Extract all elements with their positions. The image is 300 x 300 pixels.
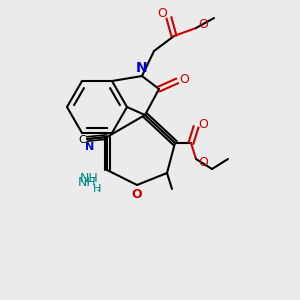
Text: NH: NH bbox=[80, 172, 98, 184]
Text: O: O bbox=[179, 73, 189, 85]
Text: O: O bbox=[198, 155, 208, 169]
Text: H: H bbox=[93, 184, 101, 194]
Text: NH: NH bbox=[78, 176, 96, 188]
Text: O: O bbox=[132, 188, 142, 202]
Text: O: O bbox=[198, 17, 208, 31]
Text: C: C bbox=[78, 135, 86, 145]
Text: O: O bbox=[198, 118, 208, 130]
Text: N: N bbox=[85, 142, 94, 152]
Text: ₂: ₂ bbox=[97, 183, 101, 193]
Text: N: N bbox=[136, 61, 148, 75]
Text: O: O bbox=[157, 7, 167, 20]
